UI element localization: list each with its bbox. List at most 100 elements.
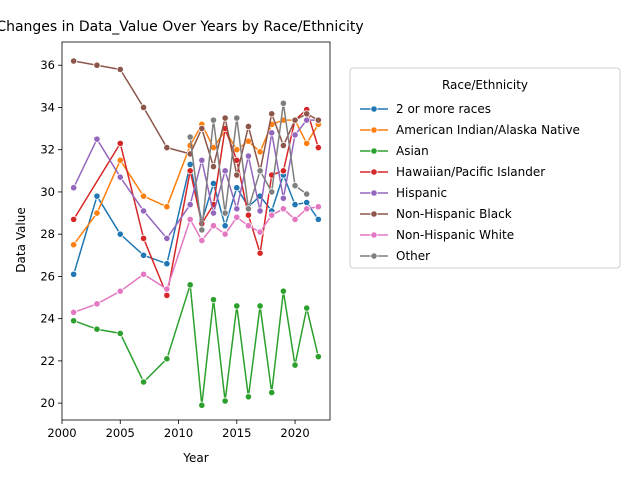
series — [70, 203, 322, 316]
data-point — [116, 156, 124, 164]
y-tick-label: 36 — [40, 58, 55, 72]
data-point — [256, 302, 264, 310]
data-point — [93, 325, 101, 333]
data-point — [209, 209, 218, 217]
x-axis-label: Year — [182, 451, 208, 465]
x-tick-label: 2005 — [106, 426, 135, 440]
y-tick-label: 28 — [40, 227, 55, 241]
data-point — [163, 143, 171, 152]
legend-label: 2 or more races — [396, 102, 491, 116]
legend-label: American Indian/Alaska Native — [396, 123, 580, 137]
data-point — [233, 114, 241, 122]
data-point — [256, 207, 264, 215]
series — [70, 57, 322, 179]
data-point — [303, 304, 311, 312]
data-point — [139, 251, 148, 259]
data-point — [221, 167, 229, 175]
data-point — [291, 201, 299, 209]
data-point — [70, 184, 78, 192]
data-point — [163, 234, 171, 242]
data-point — [186, 215, 194, 223]
data-point — [93, 209, 101, 217]
data-point — [244, 152, 253, 160]
y-tick-label: 30 — [40, 185, 55, 199]
data-point — [116, 230, 124, 238]
legend: Race/Ethnicity 2 or more races American I… — [349, 67, 621, 269]
data-point — [163, 291, 171, 300]
legend-marker — [370, 210, 378, 218]
data-point — [139, 207, 148, 215]
data-point — [221, 230, 229, 238]
data-point — [303, 198, 311, 207]
data-point — [198, 226, 206, 234]
data-point — [268, 110, 276, 118]
y-tick-label: 32 — [40, 143, 55, 157]
data-point — [163, 285, 171, 293]
data-point — [186, 281, 194, 289]
data-point — [70, 57, 78, 65]
data-point — [70, 317, 78, 325]
data-point — [139, 378, 148, 386]
data-point — [139, 192, 148, 200]
data-point — [163, 355, 171, 363]
y-tick-label: 34 — [40, 100, 55, 114]
data-point — [303, 205, 311, 213]
data-point — [139, 103, 148, 112]
data-point — [139, 234, 148, 242]
data-point — [256, 167, 264, 175]
legend-title: Race/Ethnicity — [442, 78, 528, 92]
data-point — [314, 215, 322, 223]
data-point — [256, 249, 264, 257]
data-point — [70, 241, 78, 249]
legend-label: Hawaiian/Pacific Islander — [396, 165, 545, 179]
data-point — [233, 302, 241, 310]
data-point — [279, 205, 287, 213]
data-point — [314, 353, 322, 361]
legend-items: 2 or more races American Indian/Alaska Na… — [360, 102, 580, 263]
data-point — [186, 201, 194, 209]
data-point — [279, 287, 287, 295]
data-point — [139, 270, 148, 278]
data-point — [314, 143, 322, 152]
x-tick-label: 2000 — [47, 426, 76, 440]
data-point — [233, 213, 241, 221]
data-point — [221, 397, 229, 405]
data-point — [221, 209, 229, 217]
data-point — [116, 139, 124, 147]
series-line — [73, 205, 319, 314]
legend-marker — [370, 231, 378, 239]
data-point — [116, 65, 124, 74]
data-point — [256, 228, 264, 236]
chart-title: Changes in Data_Value Over Years by Race… — [0, 19, 364, 35]
legend-label: Other — [396, 249, 430, 263]
data-point — [279, 99, 287, 107]
data-point — [93, 300, 101, 308]
legend-marker — [370, 105, 378, 113]
data-point — [209, 116, 218, 124]
data-point — [314, 203, 322, 211]
data-point — [233, 146, 241, 154]
data-point — [256, 148, 264, 156]
data-point — [291, 116, 299, 124]
data-point — [221, 114, 229, 122]
data-point — [198, 401, 206, 409]
data-point — [116, 329, 124, 338]
data-point — [279, 167, 287, 175]
data-point — [70, 215, 78, 223]
legend-label: Non-Hispanic Black — [396, 207, 512, 221]
data-point — [70, 308, 78, 316]
data-point — [303, 139, 311, 147]
y-tick-label: 22 — [40, 354, 55, 368]
data-point — [244, 393, 253, 401]
data-point — [93, 61, 101, 69]
data-point — [116, 287, 124, 295]
data-point — [303, 116, 311, 124]
data-point — [303, 110, 311, 118]
data-point — [233, 171, 241, 179]
series — [70, 281, 322, 409]
x-tick-label: 2010 — [164, 426, 193, 440]
legend-marker — [370, 252, 378, 260]
data-point — [291, 181, 299, 190]
